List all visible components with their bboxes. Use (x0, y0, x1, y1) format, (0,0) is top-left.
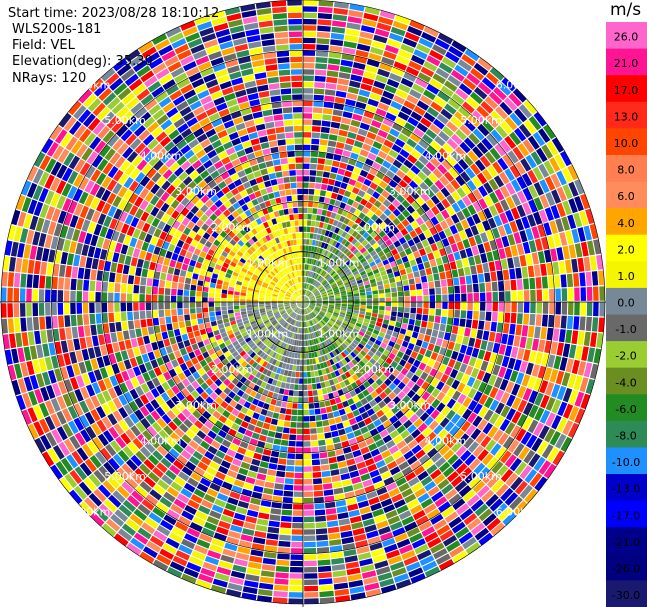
range-ring-label: 1.00km (247, 328, 289, 341)
start-time-label: Start time: 2023/08/28 18:10:12 (8, 6, 220, 21)
colorbar-tick-label: -26.0 (612, 562, 640, 575)
colorbar-swatch (606, 474, 647, 502)
range-ring-label: 3.00km (389, 399, 431, 412)
colorbar-tick-label: 17.0 (614, 84, 639, 97)
range-ring-label: 4.00km (425, 150, 467, 163)
range-ring-label: 5.00km (104, 470, 146, 483)
range-ring-label: 4.00km (140, 434, 182, 447)
range-ring-label: 6.00km (69, 79, 111, 92)
colorbar-tick-label: -2.0 (615, 350, 636, 363)
elevation-label: Elevation(deg): 35.30 (12, 54, 153, 69)
colorbar-tick-label: -4.0 (615, 376, 636, 389)
range-ring-label: 3.00km (175, 185, 217, 198)
colorbar-swatch (606, 128, 647, 156)
field-label: Field: VEL (12, 38, 75, 53)
colorbar: 26.0 21.0 17.0 13.0 10.0 8.0 6.0 4.0 2.0 1.0 0.0 -1… (606, 22, 647, 607)
range-ring-label: 5.00km (460, 470, 502, 483)
colorbar-swatch (606, 394, 647, 422)
range-ring-label: 1.00km (318, 328, 360, 341)
range-ring-label: 2.00km (211, 221, 253, 234)
range-ring-label: 5.00km (460, 114, 502, 127)
colorbar-swatch (606, 181, 647, 209)
colorbar-swatch (606, 75, 647, 103)
colorbar-tick-label: 4.0 (617, 217, 635, 230)
range-ring-label: 1.00km (247, 256, 289, 269)
colorbar-tick-label: 1.0 (617, 270, 635, 283)
colorbar-swatch (606, 287, 647, 315)
colorbar-tick-label: -1.0 (615, 323, 636, 336)
range-ring-label: 2.00km (353, 363, 395, 376)
range-ring-label: 2.00km (353, 221, 395, 234)
colorbar-swatch (606, 580, 647, 607)
nrays-label: NRays: 120 (12, 71, 87, 86)
range-ring-label: 6.00km (496, 79, 538, 92)
colorbar-tick-label: -6.0 (615, 403, 636, 416)
colorbar-tick-label: -17.0 (612, 509, 640, 522)
range-ring-label: 1.00km (318, 256, 360, 269)
colorbar-tick-label: -13.0 (612, 483, 640, 496)
range-ring-label: 6.00km (496, 506, 538, 519)
colorbar-tick-label: 8.0 (617, 164, 635, 177)
colorbar-swatch (606, 341, 647, 369)
range-ring-label: 2.00km (211, 363, 253, 376)
range-rings-overlay: 1.00km 1.00km 1.00km 1.00km 2.00km 2.00km 2.00… (0, 0, 606, 607)
colorbar-tick-label: 21.0 (614, 57, 639, 70)
colorbar-swatch (606, 314, 647, 342)
colorbar-swatch (606, 234, 647, 262)
colorbar-unit: m/s (610, 0, 642, 20)
colorbar-tick-label: -10.0 (612, 456, 640, 469)
colorbar-tick-label: -30.0 (612, 589, 640, 602)
device-label: WLS200s-181 (12, 22, 102, 37)
velocity-field (1, 0, 605, 604)
colorbar-swatch (606, 527, 647, 555)
colorbar-swatch (606, 500, 647, 528)
colorbar-tick-label: 13.0 (614, 110, 639, 123)
colorbar-swatch (606, 101, 647, 129)
colorbar-swatch (606, 420, 647, 448)
range-ring-label: 5.00km (104, 114, 146, 127)
range-ring-label: 3.00km (175, 399, 217, 412)
range-ring-label: 4.00km (425, 434, 467, 447)
colorbar-tick-label: -21.0 (612, 536, 640, 549)
colorbar-swatch (606, 553, 647, 581)
range-ring-label: 3.00km (389, 185, 431, 198)
colorbar-tick-label: -8.0 (615, 429, 636, 442)
colorbar-swatch (606, 154, 647, 183)
colorbar-swatch (606, 261, 647, 289)
range-ring-label: 4.00km (140, 150, 182, 163)
colorbar-swatch (606, 447, 647, 475)
colorbar-tick-label: 6.0 (617, 190, 635, 203)
colorbar-tick-label: 10.0 (614, 137, 639, 150)
colorbar-swatch (606, 208, 647, 236)
colorbar-tick-label: 0.0 (617, 297, 635, 310)
colorbar-swatch (606, 22, 647, 50)
colorbar-tick-label: 2.0 (617, 243, 635, 256)
range-ring-label: 6.00km (69, 506, 111, 519)
colorbar-swatch (606, 48, 647, 76)
colorbar-swatch (606, 367, 647, 395)
colorbar-tick-label: 26.0 (614, 31, 639, 44)
